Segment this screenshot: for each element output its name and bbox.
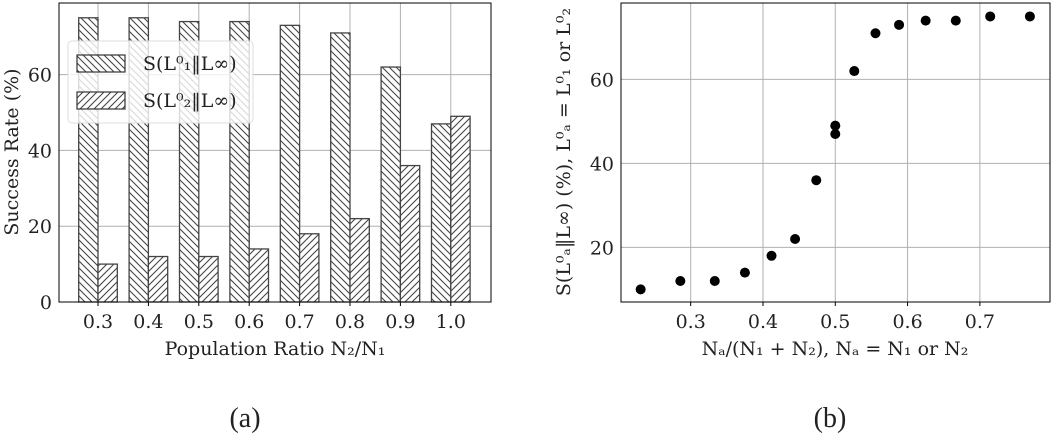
legend-label: S(L⁰₂‖L∞): [143, 90, 237, 112]
y-tick-label: 40: [28, 140, 52, 162]
y-tick-label: 20: [590, 237, 614, 259]
x-tick-label: 1.0: [436, 311, 466, 333]
panel-b-x-axis-label: Nₐ/(N₁ + N₂), Nₐ = N₁ or N₂: [702, 338, 969, 360]
x-tick-label: 0.5: [820, 311, 850, 333]
bar-series-1: [279, 24, 301, 303]
data-point: [766, 250, 777, 261]
data-point: [811, 175, 822, 186]
bar-series-2: [349, 217, 370, 303]
y-tick-label: 20: [28, 216, 52, 238]
y-tick-label: 0: [40, 292, 52, 314]
x-tick-label: 0.3: [676, 311, 706, 333]
x-tick-label: 0.3: [83, 311, 113, 333]
data-point: [675, 276, 686, 287]
data-point: [894, 19, 905, 30]
data-point: [739, 267, 750, 278]
panel-a-bar-chart: 0 20 40 60 0.3 0.4 0.5 0.6 0.7 0.8 0.9 1.0 S(L⁰₁‖L∞)…: [28, 2, 492, 333]
bar-series-2: [450, 115, 471, 303]
x-tick-label: 0.4: [133, 311, 163, 333]
legend-label: S(L⁰₁‖L∞): [143, 53, 237, 75]
x-tick-label: 0.4: [748, 311, 778, 333]
bar-series-2: [97, 263, 118, 303]
data-point: [830, 120, 841, 131]
bar-series-2: [198, 255, 219, 303]
data-point: [950, 15, 961, 26]
bar-series-1: [380, 66, 402, 303]
x-tick-label: 0.7: [284, 311, 314, 333]
panel-a-x-axis-label: Population Ratio N₂/N₁: [165, 338, 386, 360]
x-tick-label: 0.5: [184, 311, 214, 333]
panel-b-caption: (b): [814, 403, 847, 434]
data-point: [985, 11, 996, 22]
y-tick-label: 60: [590, 69, 614, 91]
y-tick-label: 60: [28, 65, 52, 87]
data-point: [1024, 11, 1035, 22]
bar-series-2: [147, 255, 169, 303]
data-point: [790, 234, 801, 245]
x-tick-label: 0.9: [385, 311, 415, 333]
panel-a-caption: (a): [229, 403, 260, 434]
panel-a-y-axis-label: Success Rate (%): [1, 68, 23, 235]
panel-b-scatter-plot: 20 40 60 0.3 0.4 0.5 0.6 0.7: [590, 2, 1051, 333]
legend-swatch: [76, 54, 126, 73]
legend: S(L⁰₁‖L∞) S(L⁰₂‖L∞): [67, 40, 254, 124]
data-point: [870, 28, 881, 39]
x-tick-label: 0.6: [892, 311, 922, 333]
data-point: [709, 276, 720, 287]
data-point: [830, 129, 841, 140]
y-tick-label: 40: [590, 153, 614, 175]
legend-swatch: [76, 91, 126, 110]
plot-frame: [58, 2, 492, 303]
x-tick-label: 0.6: [234, 311, 264, 333]
x-tick-label: 0.8: [335, 311, 365, 333]
bar-series-2: [248, 248, 270, 303]
bar-series-2: [298, 233, 320, 303]
panel-b-y-axis-label: S(L⁰ₐ‖L∞) (%), L⁰ₐ = L⁰₁ or L⁰₂: [553, 8, 575, 296]
bar-series-1: [430, 123, 452, 303]
x-tick-label: 0.7: [965, 311, 995, 333]
plot-frame: [620, 2, 1051, 303]
data-point: [920, 15, 931, 26]
bar-series-1: [330, 32, 351, 303]
data-point: [635, 284, 646, 295]
data-point: [849, 66, 860, 77]
bar-series-2: [399, 164, 421, 303]
